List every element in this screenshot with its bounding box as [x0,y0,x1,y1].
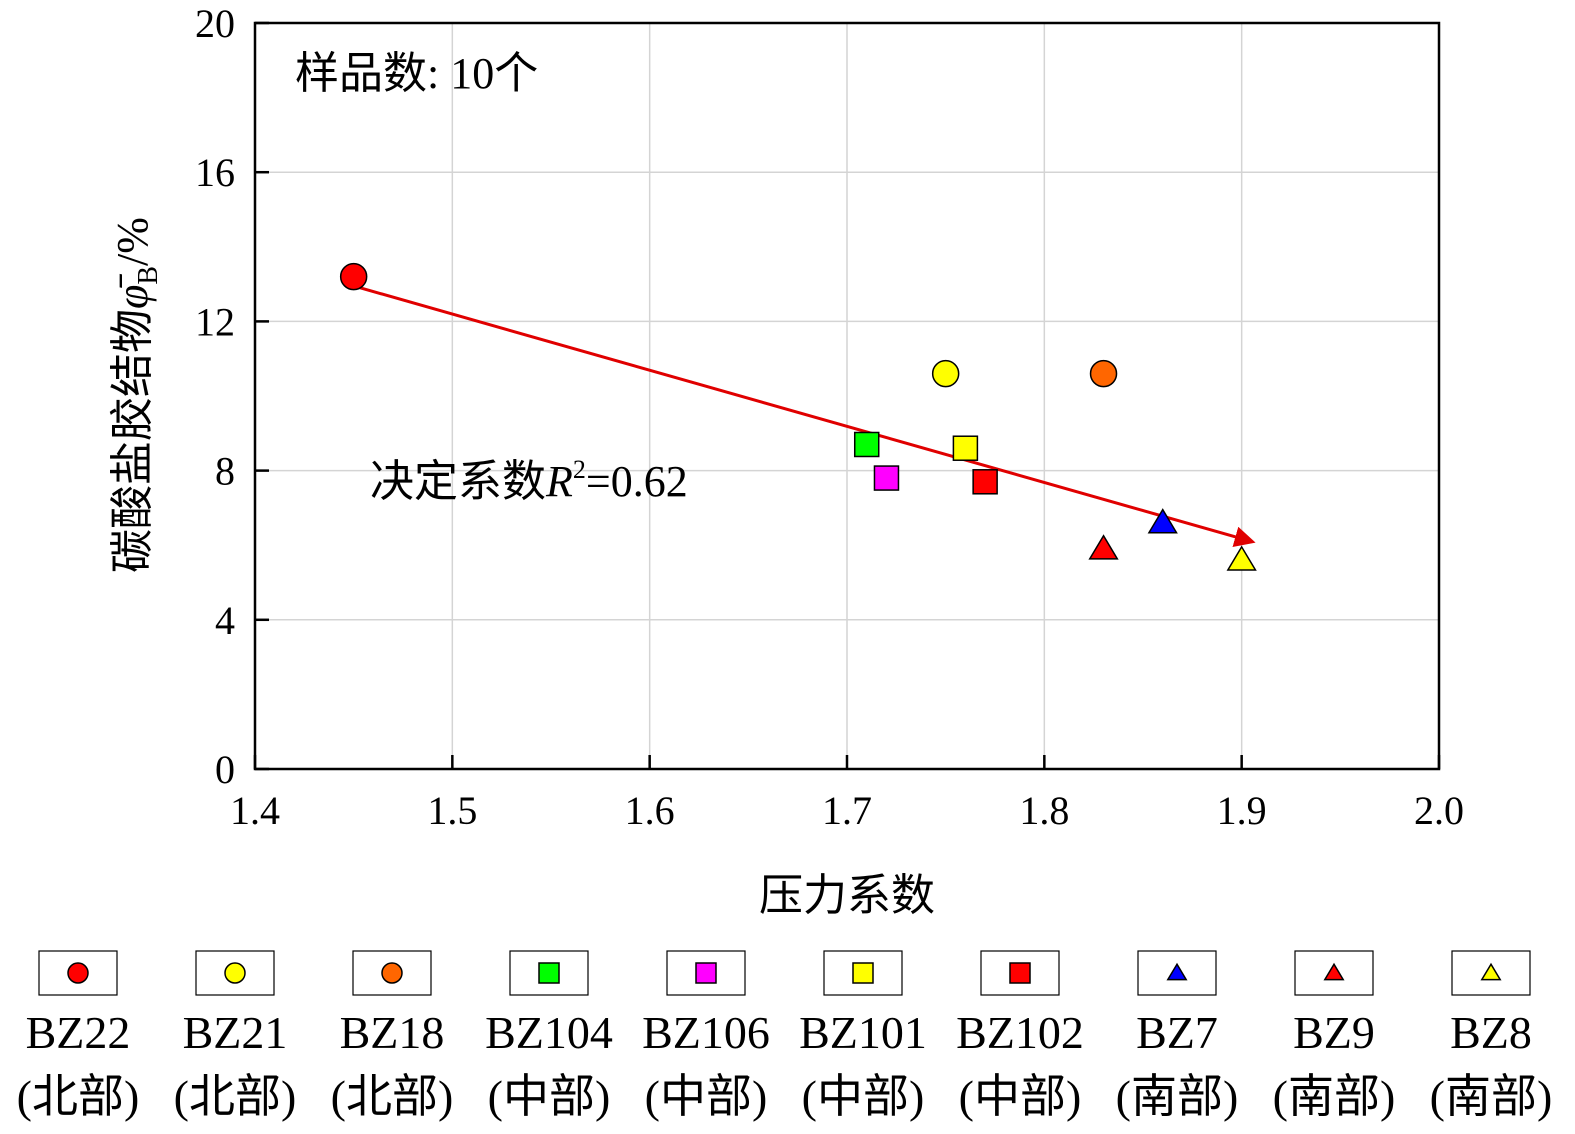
legend-item-bz104: BZ104 (中部) [485,950,613,1122]
x-tick-label: 1.6 [625,788,675,833]
point-bz101 [952,435,979,461]
y-axis-title-unit: /% [108,217,157,266]
point-bz8 [1226,545,1257,571]
legend-item-bz9: BZ9 (南部) [1273,950,1396,1122]
legend-label: BZ9 [1293,1007,1375,1058]
data-points [339,262,1257,571]
legend-region-label: (南部) [1116,1071,1239,1122]
x-tick-label: 1.4 [230,788,280,833]
svg-text:碳酸盐胶结物φ̄B/%: 碳酸盐胶结物φ̄B/% [108,217,164,573]
grid [255,23,1439,769]
legend-label: BZ22 [26,1007,131,1058]
y-tick-label: 0 [215,747,235,792]
point-bz21 [931,359,960,388]
x-tick-label: 1.9 [1217,788,1267,833]
legend-region-label: (中部) [645,1071,768,1122]
legend-item-bz21: BZ21 (北部) [174,950,297,1122]
legend-marker [695,962,717,984]
point-bz7 [1147,508,1178,534]
legend-label: BZ102 [956,1007,1084,1058]
point-bz22 [339,262,368,291]
legend-region-label: (中部) [802,1071,925,1122]
y-tick-label: 4 [215,598,235,643]
legend-marker [1166,962,1188,981]
y-tick-label: 16 [195,150,235,195]
legend-marker [1323,962,1345,981]
legend-item-bz101: BZ101 (中部) [799,950,927,1122]
legend-region-label: (北部) [331,1071,454,1122]
point-bz9 [1088,534,1119,560]
r2-value: =0.62 [586,457,688,506]
legend-label: BZ106 [642,1007,770,1058]
x-tick-label: 2.0 [1414,788,1464,833]
x-axis-title: 压力系数 [759,871,935,920]
point-bz104 [853,431,880,458]
legend-item-bz102: BZ102 (中部) [956,950,1084,1122]
point-bz106 [873,465,900,491]
y-axis-title: 碳酸盐胶结物φ̄B/% [108,217,164,573]
x-tick-label: 1.5 [427,788,477,833]
legend-item-bz18: BZ18 (北部) [331,950,454,1122]
x-tick-label: 1.7 [822,788,872,833]
legend-region-label: (北部) [174,1071,297,1122]
legend-item-bz22: BZ22 (北部) [17,950,140,1122]
legend-label: BZ101 [799,1007,927,1058]
r2-symbol: R [545,457,573,506]
y-axis-title-main: 碳酸盐胶结物 [108,309,157,573]
legend-marker [67,962,89,984]
legend-region-label: (中部) [959,1071,1082,1122]
trend-arrow [353,284,1256,547]
legend-item-bz8: BZ8 (南部) [1430,950,1553,1122]
legend-marker [1009,962,1031,984]
y-tick-label: 20 [195,1,235,46]
point-bz102 [972,469,998,495]
r2-annotation: 决定系数R2=0.62 [370,455,688,506]
tick-labels: 1.4 1.5 1.6 1.7 1.8 1.9 2.0 0 4 8 12 16 20 [195,1,1464,833]
sample-count-annotation: 样品数: 10个 [295,49,538,98]
x-tick-label: 1.8 [1019,788,1069,833]
axis-ticks [253,21,1441,771]
legend-marker [224,962,246,984]
legend-label: BZ8 [1450,1007,1532,1058]
legend-label: BZ21 [183,1007,288,1058]
legend-label: BZ104 [485,1007,613,1058]
legend-item-bz7: BZ7 (南部) [1116,950,1239,1122]
point-bz18 [1089,359,1118,388]
r2-exponent: 2 [573,455,586,484]
legend-marker [1480,962,1502,981]
r2-prefix: 决定系数 [370,457,546,506]
legend-label: BZ7 [1136,1007,1218,1058]
legend-swatch-box [1294,950,1374,996]
legend-region-label: (中部) [488,1071,611,1122]
y-tick-label: 8 [215,449,235,494]
legend-label: BZ18 [340,1007,445,1058]
legend-marker [538,962,560,984]
legend-marker [381,962,403,984]
legend-marker [852,962,874,984]
y-tick-label: 12 [195,299,235,344]
y-axis-title-subscript: B [133,266,164,285]
legend-region-label: (南部) [1273,1071,1396,1122]
legend: BZ22 (北部) BZ21 (北部) BZ18 (北部) BZ104 (中部) BZ106 (中… [17,950,1553,1122]
legend-item-bz106: BZ106 (中部) [642,950,770,1122]
legend-region-label: (南部) [1430,1071,1553,1122]
legend-region-label: (北部) [17,1071,140,1122]
